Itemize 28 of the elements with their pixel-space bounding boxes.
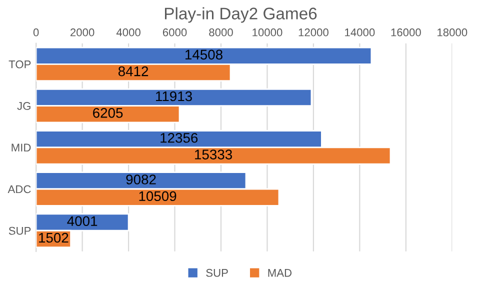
x-tick-label: 0	[33, 28, 39, 36]
legend-label: SUP	[206, 268, 228, 277]
x-tick-label: 4000	[116, 28, 140, 36]
data-label: 15333	[195, 150, 232, 160]
data-label: 14508	[186, 50, 222, 60]
y-tick-label: TOP	[8, 60, 31, 68]
data-label: 8412	[118, 66, 148, 76]
y-tick-label: MID	[12, 144, 31, 152]
x-tick-label: 14000	[345, 28, 375, 36]
data-label: 10509	[139, 191, 176, 202]
x-tick-label: 8000	[209, 28, 233, 36]
x-tick-label: 10000	[252, 28, 282, 36]
data-label: 12356	[160, 132, 198, 143]
y-tick-label: JG	[17, 102, 30, 110]
x-tick-label: 18000	[438, 28, 468, 36]
y-tick-label: SUP	[8, 226, 31, 235]
data-label: 1502	[39, 232, 68, 243]
x-tick-label: 2000	[70, 28, 94, 36]
x-tick-label: 16000	[391, 28, 421, 36]
x-tick-label: 6000	[162, 28, 187, 36]
data-label: 9082	[126, 174, 156, 184]
legend-label: MAD	[268, 269, 292, 277]
data-label: 4001	[67, 216, 98, 226]
data-label: 6205	[93, 108, 123, 118]
data-label: 11913	[156, 91, 192, 102]
y-tick-label: ADC	[8, 185, 31, 194]
x-tick-label: 12000	[298, 28, 328, 36]
chart-title: Play-in Day2 Game6	[164, 7, 317, 23]
